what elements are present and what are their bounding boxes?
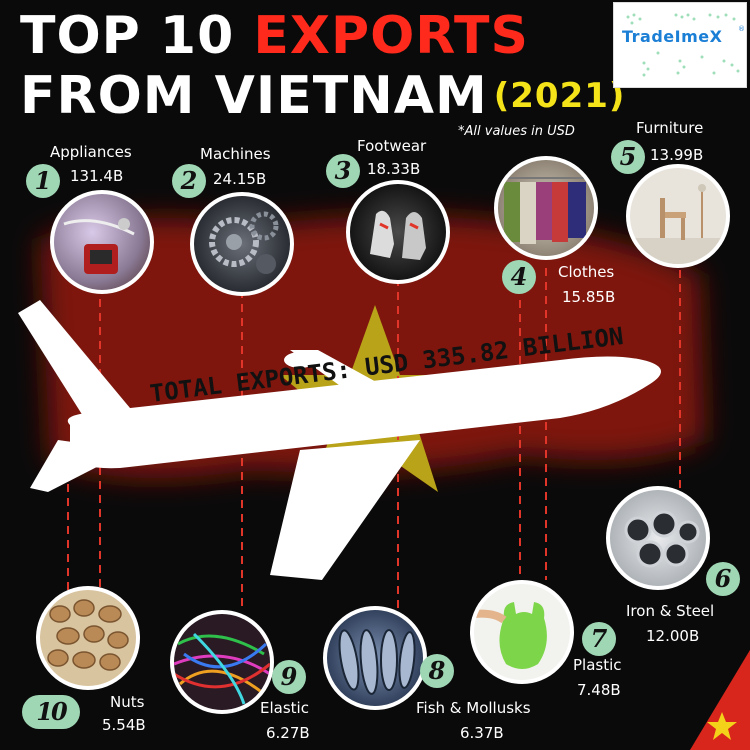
item-10-rank-badge: 10 [22,695,80,729]
world-map-icon [626,13,740,77]
item-4-name: Clothes [558,263,615,281]
chair-icon [630,184,726,264]
clothes-photo [494,156,598,260]
title-line-2-text: FROM VIETNAM [20,66,488,126]
page-title-line-1: TOP 10 EXPORTS [20,6,529,66]
item-5-value: 13.99B [650,146,704,164]
item-7-name: Plastic [573,656,622,674]
item-5-name: Furniture [636,119,704,137]
item-4-value: 15.85B [562,288,616,306]
nuts-photo [36,586,140,690]
gear-icon [209,211,279,274]
title-part-2: EXPORTS [253,6,529,66]
item-7-rank-badge: 7 [582,622,616,656]
item-1-name: Appliances [50,143,132,161]
iron-steel-photo [606,486,710,590]
item-8-rank-badge: 8 [420,654,454,688]
fish-icon [338,629,416,695]
tradeimex-logo: TradeImeX ® [613,2,747,88]
item-5-rank-badge: 5 [611,140,645,174]
item-10-name: Nuts [110,693,145,711]
item-9-value: 6.27B [266,724,310,742]
currency-note: *All values in USD [458,124,575,139]
steel-pipes-icon [624,510,700,568]
nuts-icon [47,599,129,671]
item-8-name: Fish & Mollusks [416,699,531,717]
item-6-name: Iron & Steel [626,602,715,620]
item-9-name: Elastic [260,699,309,717]
item-10-value: 5.54B [102,716,146,734]
item-3-value: 18.33B [367,160,421,178]
airplane-icon [18,300,662,580]
item-3-name: Footwear [357,137,427,155]
elastic-bands-icon [174,632,270,705]
clothes-icon [498,177,594,244]
logo-registered-mark: ® [738,25,745,33]
appliances-icon [63,218,135,274]
item-1-value: 131.4B [70,167,124,185]
title-year: (2021) [493,76,626,116]
item-7-value: 7.48B [577,681,621,699]
appliances-photo [50,190,154,294]
item-4-rank-badge: 4 [502,260,536,294]
machines-photo [190,192,294,296]
item-2-value: 24.15B [213,170,267,188]
item-6-rank-badge: 6 [706,562,740,596]
item-9-rank-badge: 9 [272,660,306,694]
fish-photo [323,606,427,710]
item-6-value: 12.00B [646,627,700,645]
corner-flag-icon [690,650,750,750]
plastic-photo [470,580,574,684]
shoe-icon [370,210,426,260]
item-3-rank-badge: 3 [326,154,360,188]
furniture-photo [626,164,730,268]
elastic-photo [170,610,274,714]
title-part-1: TOP 10 [20,6,254,66]
item-1-rank-badge: 1 [26,164,60,198]
footwear-photo [346,180,450,284]
plastic-bag-icon [474,602,547,669]
item-2-name: Machines [200,145,271,163]
item-2-rank-badge: 2 [172,164,206,198]
logo-text: TradeImeX [622,27,723,46]
item-8-value: 6.37B [460,724,504,742]
page-title-line-2: FROM VIETNAM (2021) [20,66,625,126]
